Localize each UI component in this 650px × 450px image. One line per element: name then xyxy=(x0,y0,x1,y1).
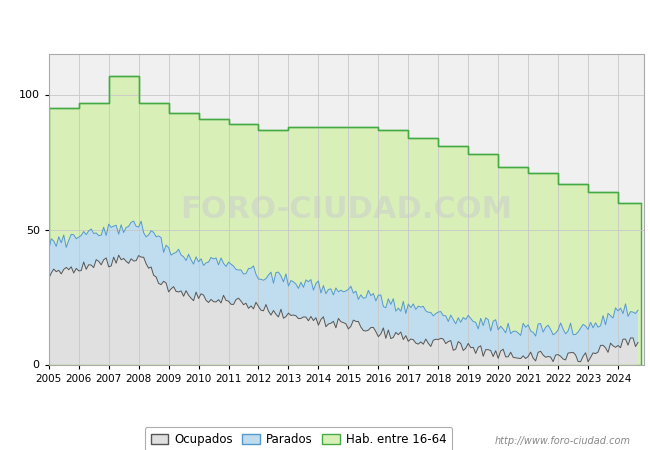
Text: http://www.foro-ciudad.com: http://www.foro-ciudad.com xyxy=(495,436,630,446)
Legend: Ocupados, Parados, Hab. entre 16-64: Ocupados, Parados, Hab. entre 16-64 xyxy=(145,427,452,450)
Text: Castrillo de la Valduerna - Evolucion de la poblacion en edad de Trabajar Septie: Castrillo de la Valduerna - Evolucion de… xyxy=(58,16,592,27)
Text: FORO-CIUDAD.COM: FORO-CIUDAD.COM xyxy=(180,195,512,224)
